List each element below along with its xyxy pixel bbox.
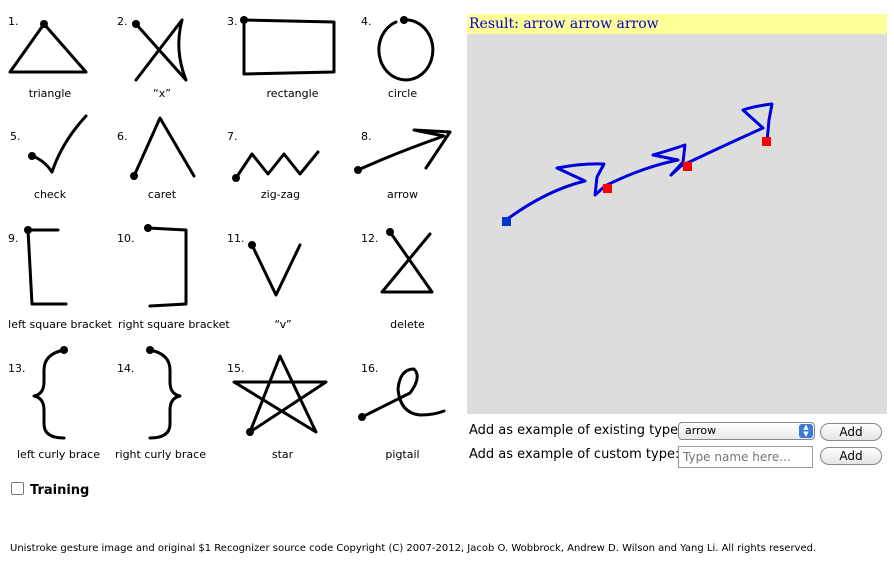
result-bar: Result: arrow arrow arrow	[467, 14, 887, 34]
end-marker-icon	[603, 184, 612, 193]
gesture-label: triangle	[0, 87, 100, 100]
x-gesture-icon	[112, 10, 212, 85]
gesture-label: check	[0, 188, 100, 201]
gesture-number: 10.	[117, 232, 135, 245]
gesture-stroke-path	[506, 104, 772, 220]
gesture-label: left square bracket	[0, 318, 120, 331]
end-marker-icon	[762, 137, 771, 146]
existing-type-select[interactable]: arrow ▲ ▼	[678, 422, 815, 440]
selected-type: arrow	[685, 424, 716, 437]
circle-gesture-icon	[360, 8, 450, 83]
gesture-label: rectangle	[240, 87, 345, 100]
zig-zag-gesture-icon	[226, 140, 326, 185]
star-gesture-icon	[228, 350, 332, 440]
training-label: Training	[30, 483, 89, 498]
right-square-bracket-gesture-icon	[136, 218, 206, 313]
gesture-label: zig-zag	[228, 188, 333, 201]
custom-type-label: Add as example of custom type:	[469, 447, 679, 462]
training-option[interactable]: Training	[11, 482, 89, 498]
rectangle-gesture-icon	[232, 10, 342, 80]
end-marker-icon	[683, 162, 692, 171]
v-gesture-icon	[240, 235, 310, 305]
result-text: arrow arrow arrow	[523, 16, 658, 32]
left-curly-brace-gesture-icon	[20, 340, 80, 445]
gesture-label: circle	[360, 87, 445, 100]
drawn-stroke	[467, 34, 887, 414]
select-arrows-icon: ▲ ▼	[799, 424, 813, 438]
drawing-canvas[interactable]	[467, 34, 887, 414]
check-gesture-icon	[0, 108, 100, 183]
gesture-label: pigtail	[360, 448, 445, 461]
training-checkbox[interactable]	[11, 482, 24, 495]
gesture-label: “v”	[233, 318, 333, 331]
right-curly-brace-gesture-icon	[136, 340, 196, 445]
gesture-label: star	[230, 448, 335, 461]
left-square-bracket-gesture-icon	[10, 220, 70, 315]
pigtail-gesture-icon	[350, 355, 460, 435]
add-existing-button[interactable]: Add	[820, 423, 882, 441]
gesture-label: arrow	[360, 188, 445, 201]
gesture-label: “x”	[112, 87, 212, 100]
gesture-number: 14.	[117, 362, 135, 375]
triangle-gesture-icon	[0, 10, 100, 80]
caret-gesture-icon	[112, 108, 212, 183]
existing-type-label: Add as example of existing type:	[469, 423, 683, 438]
arrow-gesture-icon	[348, 118, 458, 183]
gesture-label: right square bracket	[118, 318, 221, 331]
gesture-label: left curly brace	[0, 448, 117, 461]
gesture-label: right curly brace	[112, 448, 209, 461]
delete-gesture-icon	[370, 222, 440, 302]
start-marker-icon	[502, 217, 511, 226]
result-prefix: Result:	[469, 16, 519, 32]
custom-type-input[interactable]	[678, 446, 813, 468]
copyright-footer: Unistroke gesture image and original $1 …	[10, 543, 816, 554]
gesture-label: caret	[112, 188, 212, 201]
add-custom-button[interactable]: Add	[820, 447, 882, 465]
gesture-label: delete	[360, 318, 455, 331]
